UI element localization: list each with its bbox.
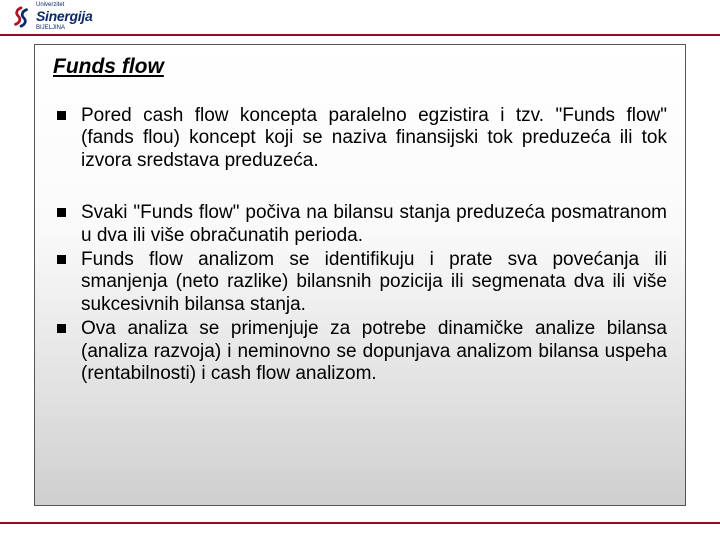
bullet-block-2: Svaki "Funds flow" počiva na bilansu sta…	[53, 202, 667, 385]
slide-header: Univerzitet Sinergija BIJELJINA	[0, 0, 720, 36]
brand-subline: BIJELJINA	[36, 25, 92, 31]
content-box: Funds flow Pored cash flow koncepta para…	[34, 44, 686, 506]
list-item: Funds flow analizom se identifikuju i pr…	[53, 249, 667, 316]
footer-rule	[0, 522, 720, 524]
list-item: Ova analiza se primenjuje za potrebe din…	[53, 318, 667, 385]
list-item: Pored cash flow koncepta paralelno egzis…	[53, 105, 667, 172]
sinergija-mark-icon	[10, 6, 32, 28]
brand-text: Univerzitet Sinergija BIJELJINA	[36, 3, 92, 31]
slide: Univerzitet Sinergija BIJELJINA Funds fl…	[0, 0, 720, 540]
brand-logo: Univerzitet Sinergija BIJELJINA	[10, 3, 92, 31]
list-item: Svaki "Funds flow" počiva na bilansu sta…	[53, 202, 667, 247]
bullet-block-1: Pored cash flow koncepta paralelno egzis…	[53, 105, 667, 172]
slide-title: Funds flow	[53, 55, 667, 79]
brand-name: Sinergija	[36, 8, 92, 24]
